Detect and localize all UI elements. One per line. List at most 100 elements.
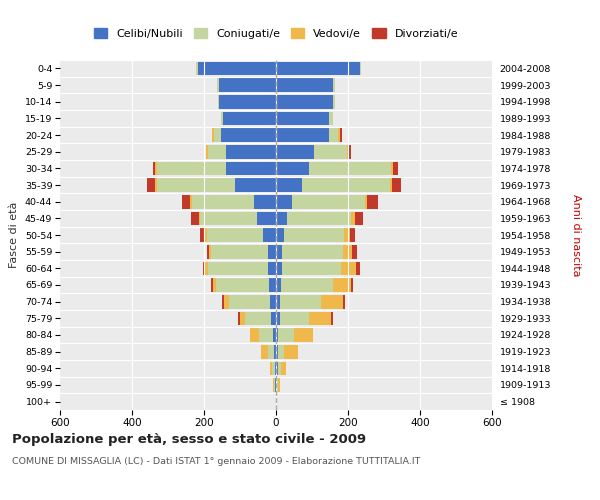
Bar <box>309 312 331 325</box>
Bar <box>320 295 343 308</box>
Bar <box>392 178 401 192</box>
Bar <box>284 345 298 358</box>
Bar <box>281 362 286 375</box>
Bar <box>283 262 341 275</box>
Bar <box>271 312 276 325</box>
Bar <box>276 312 280 325</box>
Bar <box>274 378 275 392</box>
Bar <box>355 212 363 225</box>
Bar <box>190 195 192 208</box>
Bar <box>329 112 333 125</box>
Bar <box>191 212 199 225</box>
Bar <box>277 378 278 392</box>
Bar <box>278 378 280 392</box>
Bar <box>276 362 278 375</box>
Bar <box>206 245 209 258</box>
Bar <box>155 178 157 192</box>
Bar <box>350 228 355 242</box>
Bar <box>278 362 281 375</box>
Bar <box>211 278 212 292</box>
Bar <box>333 78 335 92</box>
Bar <box>217 78 219 92</box>
Bar <box>208 145 226 158</box>
Bar <box>309 162 391 175</box>
Bar <box>268 245 276 258</box>
Bar <box>220 95 276 108</box>
Bar <box>276 228 284 242</box>
Bar <box>276 78 333 92</box>
Bar <box>351 212 355 225</box>
Bar <box>206 228 263 242</box>
Bar <box>278 345 284 358</box>
Bar <box>276 178 302 192</box>
Bar <box>269 278 276 292</box>
Bar <box>367 195 378 208</box>
Bar <box>211 245 268 258</box>
Bar <box>276 278 281 292</box>
Bar <box>276 262 283 275</box>
Bar <box>269 295 276 308</box>
Bar <box>221 112 223 125</box>
Bar <box>259 328 273 342</box>
Bar <box>192 195 254 208</box>
Bar <box>343 245 352 258</box>
Bar <box>276 195 292 208</box>
Bar <box>261 345 268 358</box>
Bar <box>276 328 278 342</box>
Bar <box>272 362 275 375</box>
Bar <box>205 228 206 242</box>
Bar <box>276 145 314 158</box>
Bar <box>157 162 226 175</box>
Bar <box>349 145 350 158</box>
Bar <box>273 328 276 342</box>
Bar <box>196 62 197 75</box>
Y-axis label: Anni di nascita: Anni di nascita <box>571 194 581 276</box>
Bar <box>214 128 221 142</box>
Bar <box>276 95 333 108</box>
Bar <box>238 312 239 325</box>
Bar <box>257 212 276 225</box>
Bar <box>280 295 320 308</box>
Bar <box>203 262 205 275</box>
Bar <box>209 245 211 258</box>
Bar <box>351 278 353 292</box>
Bar <box>206 145 208 158</box>
Bar <box>148 178 155 192</box>
Bar <box>276 162 309 175</box>
Bar <box>276 345 278 358</box>
Bar <box>359 62 361 75</box>
Bar <box>341 262 356 275</box>
Bar <box>314 145 347 158</box>
Bar <box>393 162 398 175</box>
Bar <box>276 62 359 75</box>
Bar <box>302 178 390 192</box>
Bar <box>157 178 235 192</box>
Bar <box>224 295 229 308</box>
Bar <box>276 212 287 225</box>
Bar <box>343 295 345 308</box>
Bar <box>229 295 269 308</box>
Bar <box>333 95 335 108</box>
Bar <box>200 228 205 242</box>
Bar <box>276 245 283 258</box>
Bar <box>275 378 276 392</box>
Bar <box>205 262 208 275</box>
Bar <box>331 312 333 325</box>
Bar <box>332 278 351 292</box>
Bar <box>152 162 155 175</box>
Bar <box>344 228 350 242</box>
Bar <box>276 128 329 142</box>
Bar <box>276 378 277 392</box>
Bar <box>276 112 329 125</box>
Bar <box>287 212 351 225</box>
Bar <box>270 362 272 375</box>
Bar <box>200 212 257 225</box>
Bar <box>283 245 343 258</box>
Bar <box>275 362 276 375</box>
Bar <box>239 312 245 325</box>
Bar <box>268 262 276 275</box>
Bar <box>250 328 259 342</box>
Bar <box>284 228 344 242</box>
Bar <box>276 295 280 308</box>
Bar <box>155 162 157 175</box>
